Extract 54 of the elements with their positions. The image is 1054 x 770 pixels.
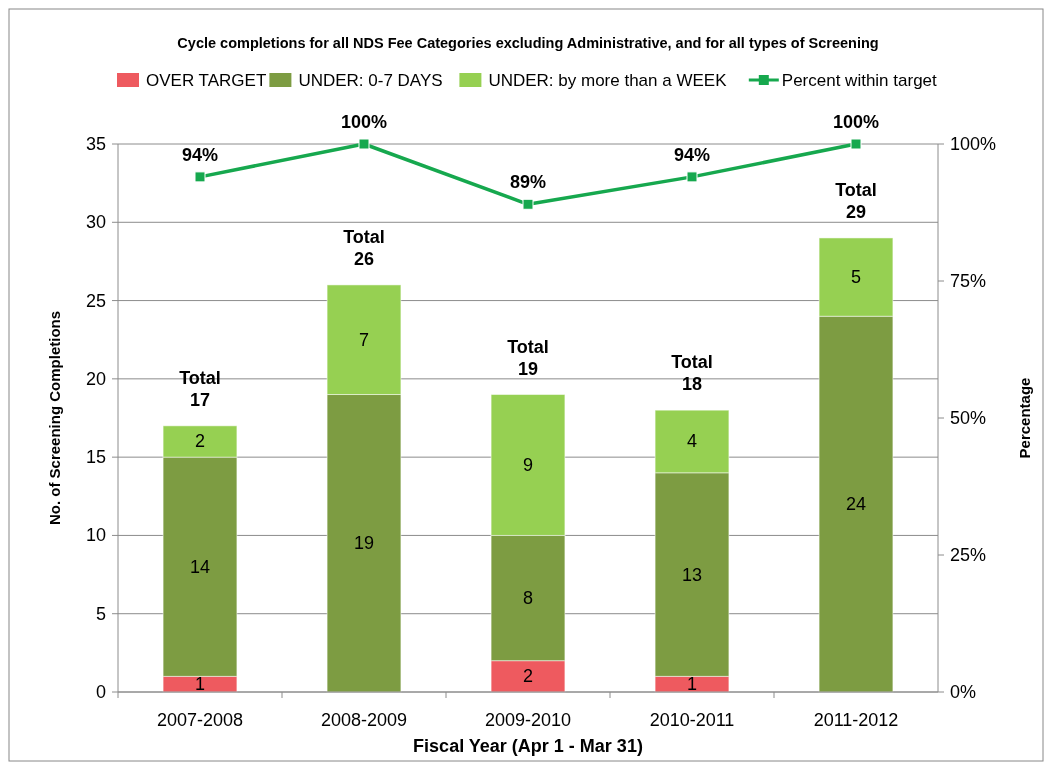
data-label: 4 bbox=[686, 431, 698, 452]
data-label: 94% bbox=[181, 144, 219, 165]
x-tick-label: 2011-2012 bbox=[813, 710, 899, 730]
y-axis-title: No. of Screening Completions bbox=[46, 310, 63, 526]
x-tick-label: 2009-2010 bbox=[484, 710, 572, 730]
y2-tick-label: 75% bbox=[950, 271, 987, 291]
data-label: 1 bbox=[194, 674, 206, 695]
data-label: 19 bbox=[353, 533, 375, 554]
total-label: Total 29 bbox=[835, 179, 877, 222]
data-label: 14 bbox=[189, 556, 211, 577]
y-tick-label: 0 bbox=[95, 682, 106, 702]
data-label: 89% bbox=[509, 172, 547, 193]
total-label: Total 17 bbox=[179, 367, 221, 410]
y-tick-label: 5 bbox=[95, 603, 106, 624]
data-label: 7 bbox=[358, 329, 370, 350]
data-label: 5 bbox=[850, 267, 862, 288]
data-label: 2 bbox=[522, 666, 534, 687]
point bbox=[522, 198, 534, 210]
point bbox=[358, 138, 370, 150]
x-tick-label: 2010-2011 bbox=[649, 710, 735, 730]
legend-label: Percent within target bbox=[781, 71, 938, 90]
x-tick-label: 2008-2009 bbox=[320, 710, 408, 730]
data-label: 1 bbox=[686, 674, 698, 695]
point bbox=[194, 171, 206, 183]
chart-title: Cycle completions for all NDS Fee Categories excluding Administrative, and for all types of Screening bbox=[177, 35, 879, 51]
point bbox=[686, 171, 698, 183]
y2-tick-label: 25% bbox=[950, 545, 987, 565]
data-label: 13 bbox=[681, 564, 703, 585]
y2-tick-label: 100% bbox=[950, 134, 997, 154]
total-label: Total 26 bbox=[343, 226, 385, 269]
data-label: 8 bbox=[522, 588, 534, 609]
y2-tick-label: 50% bbox=[950, 408, 987, 428]
legend-label: OVER TARGET bbox=[146, 71, 267, 90]
y2-axis-title: Percentage bbox=[1016, 377, 1033, 459]
data-label: 2 bbox=[194, 431, 206, 452]
y-tick-label: 30 bbox=[85, 212, 106, 233]
y-tick-label: 10 bbox=[85, 525, 106, 546]
data-label: 100% bbox=[340, 112, 388, 132]
data-label: 100% bbox=[832, 112, 880, 132]
y-tick-label: 15 bbox=[85, 447, 106, 468]
legend-label: UNDER: 0-7 DAYS bbox=[298, 71, 443, 90]
y-tick-label: 35 bbox=[85, 134, 106, 154]
x-tick-label: 2007-2008 bbox=[156, 710, 244, 730]
data-label: 9 bbox=[522, 454, 534, 475]
data-label: 94% bbox=[673, 144, 711, 165]
total-label: Total 18 bbox=[671, 352, 713, 395]
y-tick-label: 20 bbox=[85, 368, 106, 389]
x-axis-title: Fiscal Year (Apr 1 - Mar 31) bbox=[413, 736, 643, 756]
legend-label: UNDER: by more than a WEEK bbox=[488, 71, 728, 90]
y-tick-label: 25 bbox=[85, 290, 106, 311]
total-label: Total 19 bbox=[507, 336, 549, 379]
y2-tick-label: 0% bbox=[950, 682, 977, 702]
point bbox=[850, 138, 862, 150]
data-label: 24 bbox=[845, 494, 867, 515]
